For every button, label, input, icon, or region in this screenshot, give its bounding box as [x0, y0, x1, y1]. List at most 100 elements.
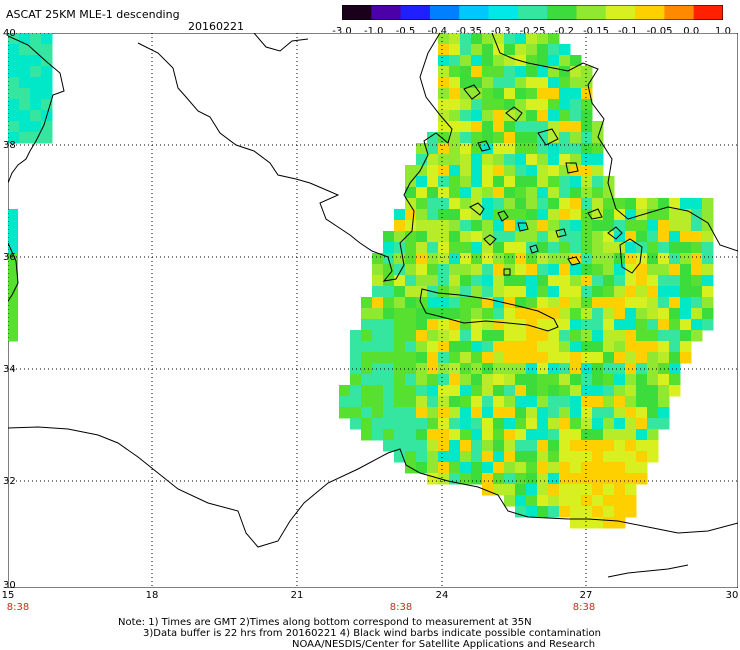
- field-cell: [504, 473, 516, 485]
- field-cell: [570, 473, 582, 485]
- field-cell: [592, 473, 604, 485]
- field-cell: [394, 253, 406, 265]
- field-cell: [471, 264, 483, 276]
- field-cell: [449, 176, 461, 188]
- field-cell: [482, 264, 494, 276]
- field-cell: [405, 363, 417, 375]
- field-cell: [669, 319, 681, 331]
- field-cell: [526, 396, 538, 408]
- field-cell: [30, 77, 42, 89]
- field-cell: [438, 440, 450, 452]
- field-cell: [691, 231, 703, 243]
- field-cell: [8, 121, 20, 133]
- field-cell: [570, 209, 582, 221]
- field-cell: [471, 451, 483, 463]
- field-cell: [460, 451, 472, 463]
- field-cell: [383, 286, 395, 298]
- field-cell: [647, 297, 659, 309]
- field-cell: [592, 220, 604, 232]
- field-cell: [504, 341, 516, 353]
- field-cell: [603, 275, 615, 287]
- field-cell: [669, 275, 681, 287]
- field-cell: [460, 176, 472, 188]
- colorbar-swatch: [547, 5, 577, 20]
- field-cell: [537, 253, 549, 265]
- field-cell: [339, 396, 351, 408]
- field-cell: [471, 418, 483, 430]
- field-cell: [19, 55, 31, 67]
- field-cell: [647, 308, 659, 320]
- field-cell: [559, 99, 571, 111]
- field-cell: [504, 55, 516, 67]
- field-cell: [636, 429, 648, 441]
- field-cell: [559, 132, 571, 144]
- field-cell: [471, 286, 483, 298]
- field-cell: [449, 99, 461, 111]
- field-cell: [449, 363, 461, 375]
- field-cell: [581, 319, 593, 331]
- field-cell: [405, 341, 417, 353]
- field-cell: [515, 396, 527, 408]
- field-cell: [570, 495, 582, 507]
- field-cell: [482, 66, 494, 78]
- field-cell: [471, 110, 483, 122]
- field-cell: [669, 363, 681, 375]
- field-cell: [515, 275, 527, 287]
- field-cell: [471, 341, 483, 353]
- field-cell: [636, 341, 648, 353]
- field-cell: [471, 242, 483, 254]
- field-cell: [614, 198, 626, 210]
- colorbar-label: -0.1: [617, 26, 638, 37]
- field-cell: [471, 209, 483, 221]
- field-cell: [526, 319, 538, 331]
- field-cell: [449, 33, 461, 45]
- colorbar-swatch: [517, 5, 548, 20]
- field-cell: [581, 418, 593, 430]
- field-cell: [614, 440, 626, 452]
- field-cell: [680, 209, 692, 221]
- field-cell: [427, 253, 439, 265]
- field-cell: [438, 88, 450, 100]
- field-cell: [625, 308, 637, 320]
- field-cell: [30, 99, 42, 111]
- field-cell: [603, 429, 615, 441]
- field-cell: [493, 66, 505, 78]
- field-cell: [603, 484, 615, 496]
- field-cell: [19, 121, 31, 133]
- field-cell: [438, 77, 450, 89]
- field-cell: [482, 286, 494, 298]
- field-cell: [493, 352, 505, 364]
- field-cell: [603, 407, 615, 419]
- field-cell: [592, 319, 604, 331]
- field-cell: [526, 330, 538, 342]
- field-cell: [570, 253, 582, 265]
- field-cell: [636, 253, 648, 265]
- y-tick-label: 32: [3, 476, 16, 487]
- field-cell: [361, 385, 373, 397]
- field-cell: [559, 495, 571, 507]
- field-cell: [438, 253, 450, 265]
- field-cell: [592, 132, 604, 144]
- field-cell: [559, 66, 571, 78]
- field-cell: [482, 341, 494, 353]
- field-cell: [625, 330, 637, 342]
- field-cell: [537, 396, 549, 408]
- field-cell: [41, 55, 53, 67]
- field-cell: [427, 143, 439, 155]
- field-cell: [482, 352, 494, 364]
- y-tick-label: 38: [3, 140, 16, 151]
- field-cell: [559, 440, 571, 452]
- field-cell: [581, 451, 593, 463]
- field-cell: [504, 407, 516, 419]
- field-cell: [559, 165, 571, 177]
- field-cell: [691, 253, 703, 265]
- field-cell: [383, 418, 395, 430]
- field-cell: [449, 451, 461, 463]
- field-cell: [559, 275, 571, 287]
- field-cell: [438, 473, 450, 485]
- field-cell: [526, 165, 538, 177]
- field-cell: [669, 220, 681, 232]
- field-cell: [636, 396, 648, 408]
- field-cell: [537, 209, 549, 221]
- field-cell: [614, 484, 626, 496]
